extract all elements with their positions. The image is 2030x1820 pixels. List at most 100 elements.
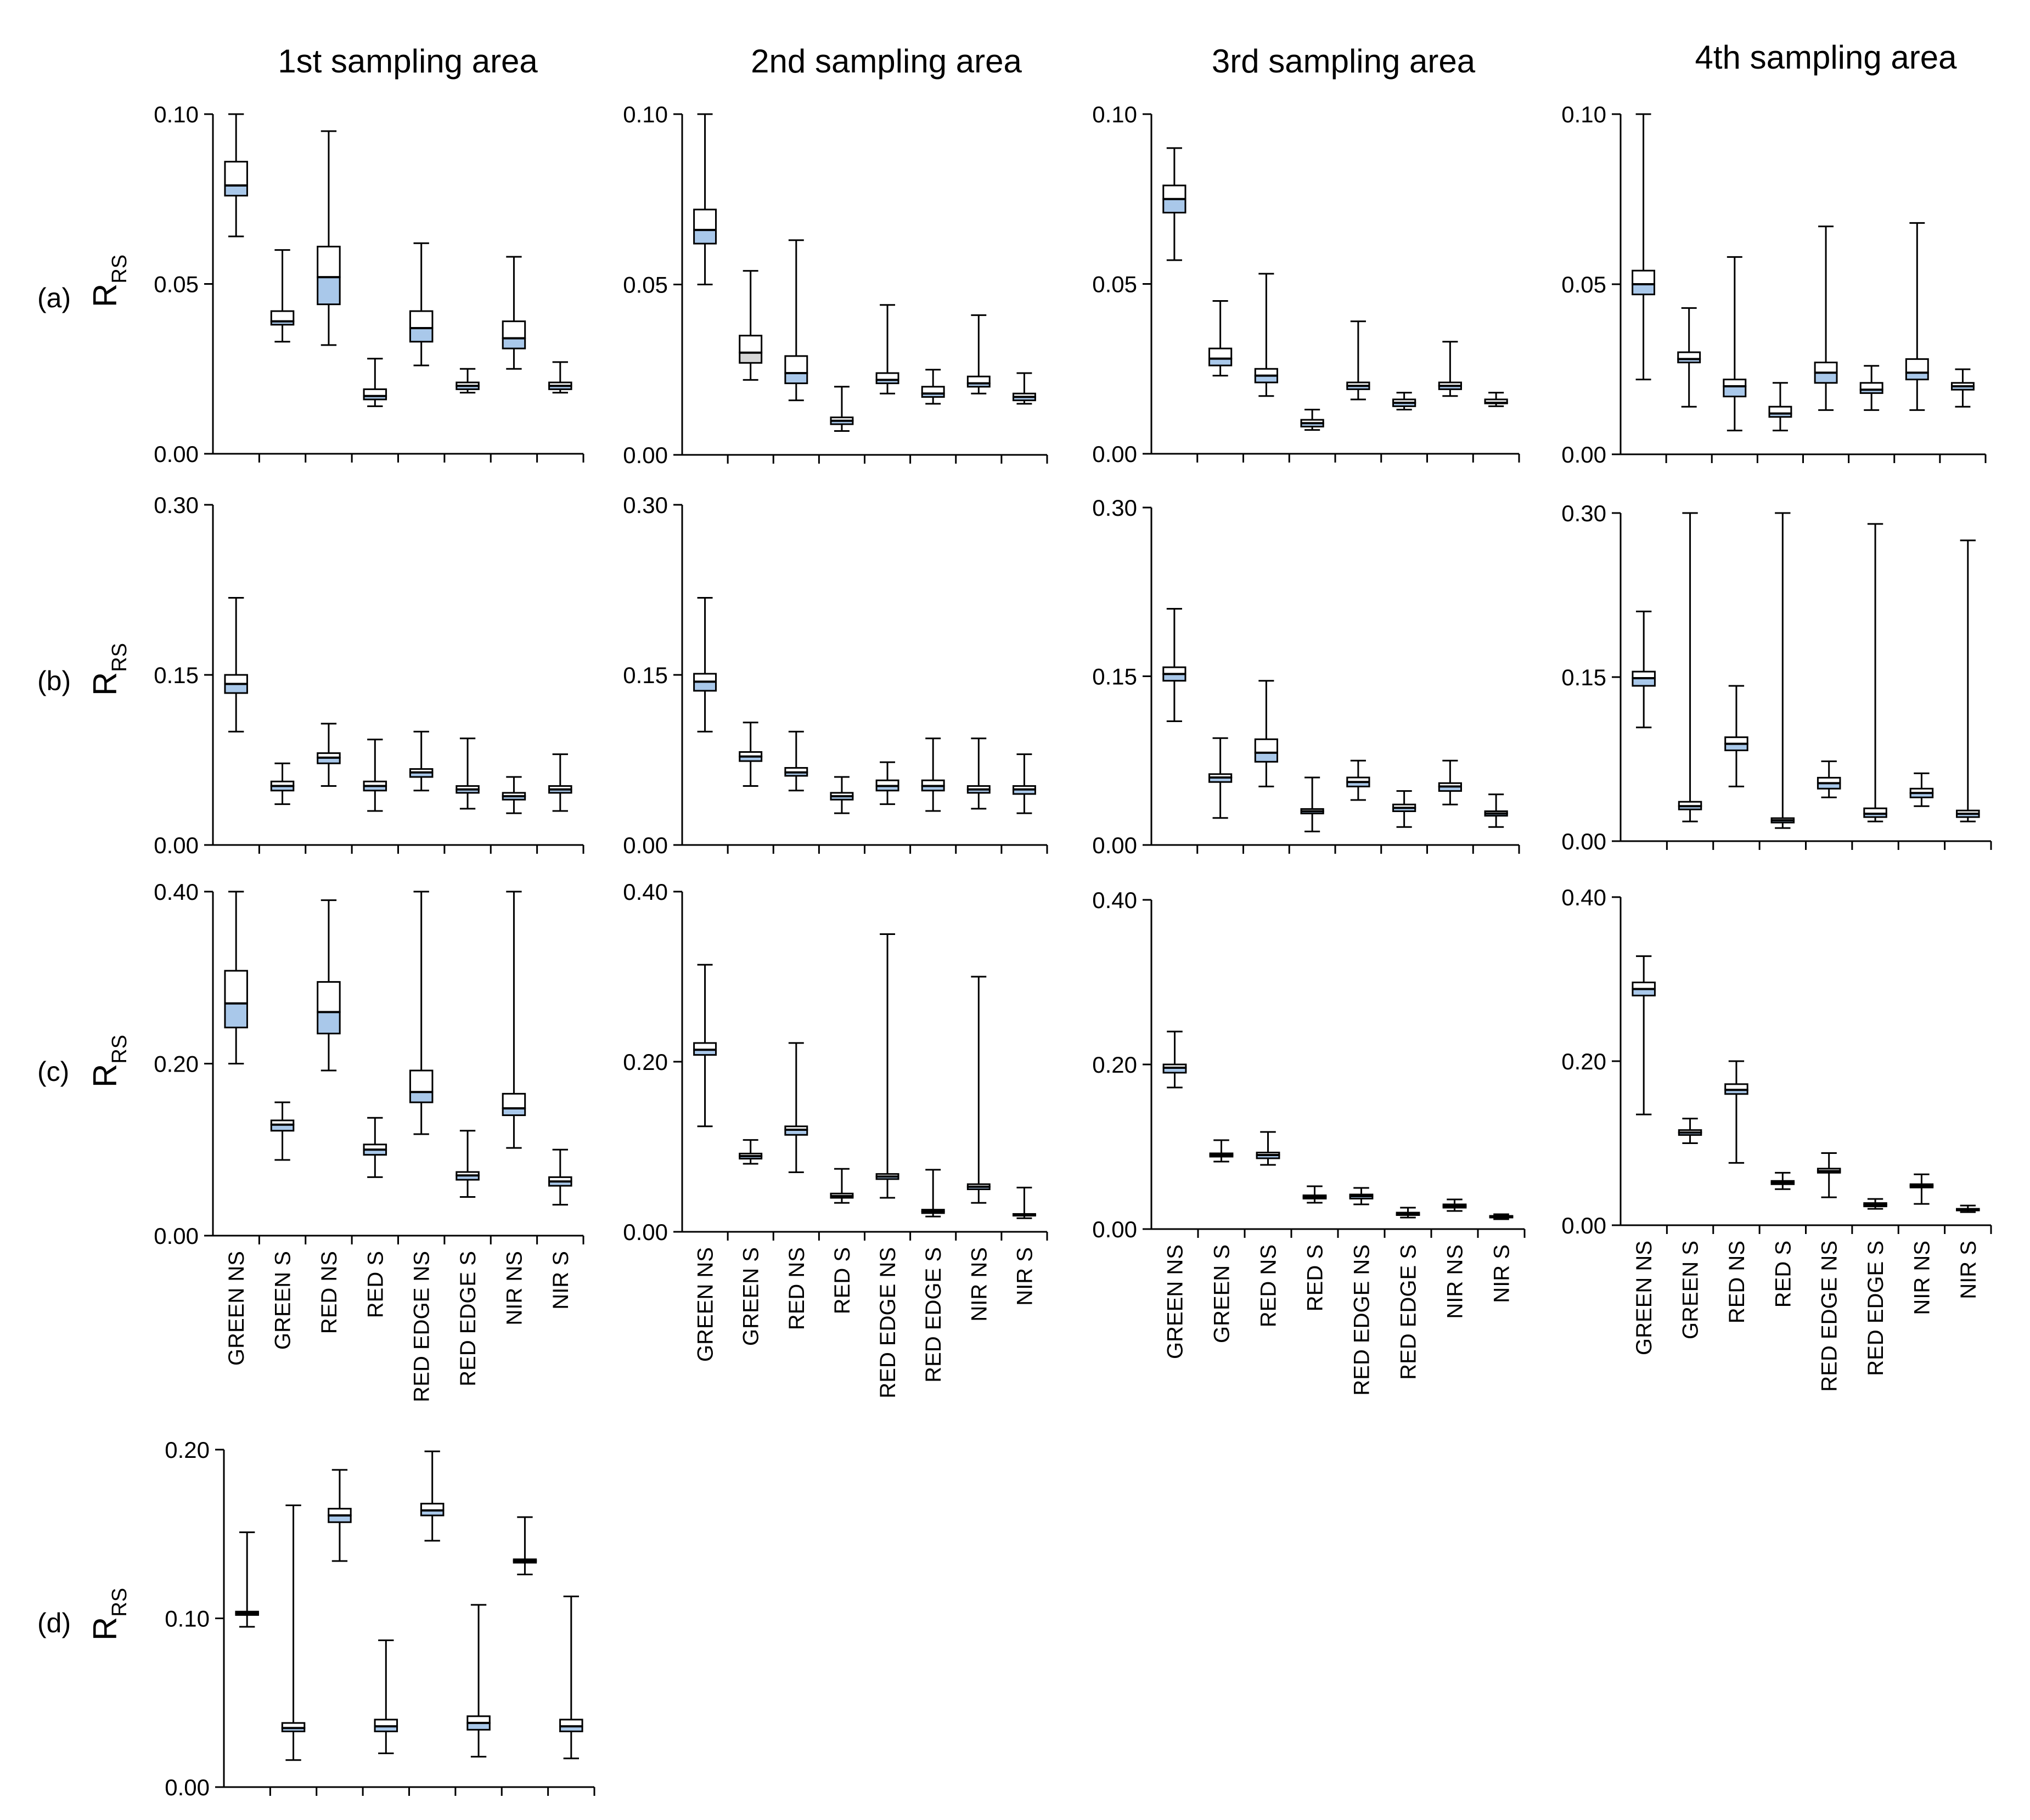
box-green-s bbox=[1209, 1139, 1234, 1163]
box-red-edge-ns bbox=[1817, 1152, 1841, 1198]
box-red-edge-s bbox=[1392, 392, 1416, 411]
box-lower-half bbox=[224, 1002, 248, 1029]
panel-5: 0.00 0.15 0.30 bbox=[154, 492, 584, 858]
category-label: GREEN NS bbox=[694, 1247, 718, 1362]
box-lower-half bbox=[224, 184, 248, 197]
category-label: RED EDGE S bbox=[921, 1247, 946, 1383]
y-axis-label-b-main: R bbox=[87, 672, 123, 696]
category-label: RED NS bbox=[785, 1247, 809, 1330]
category-label: RED EDGE S bbox=[456, 1251, 480, 1387]
box-red-edge-ns bbox=[420, 1450, 445, 1542]
box-nir-ns bbox=[1909, 772, 1934, 807]
y-tick-label: 0.40 bbox=[623, 879, 668, 905]
box-lower-half bbox=[409, 327, 434, 343]
box-upper-half bbox=[224, 161, 248, 187]
y-tick-label: 0.00 bbox=[623, 1219, 668, 1245]
box-red-ns bbox=[317, 723, 341, 787]
box-red-ns bbox=[1724, 1060, 1748, 1164]
box-red-edge-s bbox=[1396, 1207, 1420, 1219]
box-red-s bbox=[363, 1117, 387, 1178]
box-red-s bbox=[363, 358, 387, 407]
box-green-s bbox=[270, 249, 295, 343]
category-label: RED EDGE NS bbox=[410, 1251, 434, 1402]
box-upper-half bbox=[317, 245, 341, 278]
column-title-3: 3rd sampling area bbox=[1212, 43, 1476, 80]
box-green-ns bbox=[1162, 1030, 1187, 1089]
panel-2: 0.00 0.05 0.10 bbox=[623, 102, 1048, 468]
y-tick-label: 0.10 bbox=[154, 102, 199, 127]
y-tick-label: 0.20 bbox=[623, 1049, 668, 1075]
panel-7: 0.00 0.15 0.30 bbox=[1092, 495, 1520, 858]
box-red-edge-ns bbox=[1346, 320, 1370, 401]
y-tick-label: 0.40 bbox=[1561, 884, 1606, 910]
y-tick-label: 0.10 bbox=[623, 102, 668, 127]
y-tick-label: 0.00 bbox=[623, 832, 668, 858]
y-tick-label: 0.00 bbox=[1561, 442, 1606, 467]
box-green-ns bbox=[693, 596, 717, 732]
y-axis-label-c: RRS bbox=[87, 1035, 131, 1088]
category-label: NIR NS bbox=[1910, 1241, 1934, 1315]
box-red-ns bbox=[1723, 256, 1747, 432]
box-nir-ns bbox=[513, 1516, 537, 1576]
box-nir-s bbox=[1012, 1186, 1036, 1219]
box-red-s bbox=[830, 386, 854, 432]
box-upper-half bbox=[739, 335, 763, 354]
box-red-edge-s bbox=[456, 737, 480, 810]
column-title-1: 1st sampling area bbox=[278, 43, 538, 80]
column-titles: 1st sampling area 2nd sampling area 3rd … bbox=[278, 39, 1957, 80]
y-tick-label: 0.00 bbox=[154, 832, 199, 858]
box-nir-s bbox=[1484, 392, 1508, 407]
y-tick-label: 0.15 bbox=[154, 662, 199, 688]
y-axis-label-d-main: R bbox=[87, 1617, 123, 1641]
box-upper-half bbox=[224, 970, 248, 1005]
box-green-s bbox=[270, 762, 295, 805]
category-label: RED EDGE NS bbox=[1350, 1244, 1374, 1396]
y-tick-label: 0.15 bbox=[1561, 664, 1606, 690]
box-nir-s bbox=[1012, 753, 1036, 814]
box-red-ns bbox=[1254, 273, 1278, 397]
box-nir-s bbox=[548, 753, 572, 812]
box-green-s bbox=[270, 1101, 295, 1161]
y-tick-label: 0.05 bbox=[1092, 272, 1137, 297]
box-upper-half bbox=[784, 355, 808, 374]
y-tick-label: 0.40 bbox=[1092, 887, 1137, 913]
box-red-s bbox=[374, 1639, 398, 1754]
box-red-edge-s bbox=[1859, 365, 1883, 411]
panel-8: 0.00 0.15 0.30 bbox=[1561, 500, 1992, 854]
box-nir-s bbox=[548, 1148, 572, 1206]
category-label: NIR NS bbox=[502, 1251, 526, 1326]
box-lower-half bbox=[784, 372, 808, 385]
box-lower-half bbox=[693, 229, 717, 245]
box-red-ns bbox=[328, 1469, 352, 1562]
box-red-ns bbox=[317, 899, 341, 1072]
box-nir-s bbox=[559, 1596, 583, 1760]
y-tick-label: 0.40 bbox=[154, 879, 199, 905]
box-red-s bbox=[363, 739, 387, 812]
box-red-s bbox=[830, 1168, 854, 1204]
column-title-2: 2nd sampling area bbox=[751, 43, 1022, 80]
panel-4: 0.00 0.05 0.10 bbox=[1561, 102, 1987, 467]
box-nir-ns bbox=[1442, 1198, 1467, 1212]
panel-12: 0.00 0.20 0.40 GREEN NS GREEN S RED NS RED S RE… bbox=[1561, 884, 1992, 1392]
category-label: GREEN S bbox=[739, 1247, 763, 1346]
box-upper-half bbox=[224, 674, 248, 685]
box-nir-ns bbox=[1905, 222, 1929, 411]
y-tick-label: 0.20 bbox=[1092, 1052, 1137, 1078]
category-label: NIR S bbox=[549, 1251, 573, 1310]
category-label: GREEN NS bbox=[1632, 1241, 1656, 1355]
panel-10: 0.00 0.20 0.40 GREEN NS GREEN S RED NS RED S RE… bbox=[623, 879, 1048, 1399]
box-lower-half bbox=[224, 683, 248, 694]
box-nir-ns bbox=[1438, 341, 1462, 397]
y-tick-label: 0.00 bbox=[165, 1774, 210, 1800]
y-tick-label: 0.20 bbox=[1561, 1049, 1606, 1074]
box-upper-half bbox=[409, 1069, 434, 1093]
y-axis-label-d: RRS bbox=[87, 1588, 131, 1641]
column-title-4: 4th sampling area bbox=[1695, 39, 1958, 76]
y-tick-label: 0.30 bbox=[154, 492, 199, 518]
y-axis-label-c-main: R bbox=[87, 1064, 123, 1088]
box-red-edge-ns bbox=[1346, 759, 1370, 801]
box-green-ns bbox=[224, 891, 248, 1064]
box-red-edge-ns bbox=[1814, 226, 1838, 411]
box-red-edge-ns bbox=[1349, 1187, 1374, 1205]
